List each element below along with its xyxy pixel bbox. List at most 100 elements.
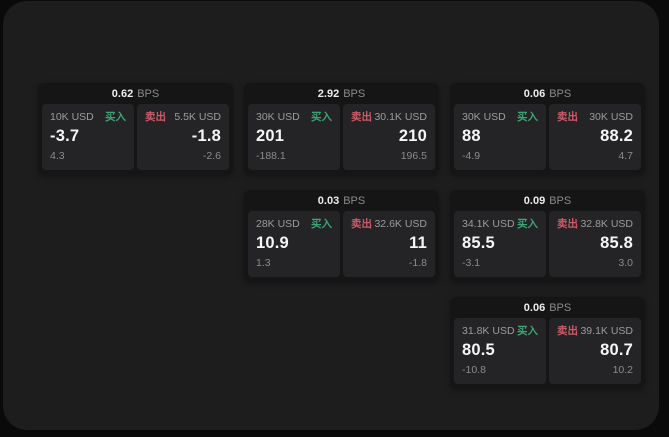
sell-price-tile[interactable]: 卖出 5.5K USD -1.8 -2.6 <box>137 104 229 170</box>
quote-card: 2.92 BPS 30K USD 买入 201 -188.1 卖出 30.1K … <box>244 83 439 174</box>
spread-value: 0.09 <box>523 194 546 207</box>
buy-side-chip: 买入 <box>105 111 126 123</box>
sell-price-tile[interactable]: 卖出 30.1K USD 210 196.5 <box>343 104 435 170</box>
spread-unit: BPS <box>137 87 160 100</box>
sell-side-chip: 卖出 <box>351 111 372 123</box>
sell-size-label: 32.8K USD <box>580 218 633 230</box>
buy-side-chip: 买入 <box>311 218 332 230</box>
buy-side-chip: 买入 <box>311 111 332 123</box>
buy-price: 88 <box>462 127 481 145</box>
buy-tile-header: 10K USD 买入 <box>50 111 126 124</box>
buy-price-tile[interactable]: 30K USD 买入 88 -4.9 <box>454 104 546 170</box>
spread-value: 0.03 <box>317 194 340 207</box>
buy-tile-header: 28K USD 买入 <box>256 218 332 231</box>
buy-size-label: 30K USD <box>462 111 506 123</box>
sell-size-label: 5.5K USD <box>174 111 221 123</box>
sell-tile-header: 卖出 30K USD <box>557 111 633 124</box>
sell-side-chip: 卖出 <box>557 111 578 123</box>
spread-header: 0.09 BPS <box>450 190 645 211</box>
buy-price-tile[interactable]: 34.1K USD 买入 85.5 -3.1 <box>454 211 546 277</box>
buy-price: 85.5 <box>462 234 495 252</box>
buy-size-label: 31.8K USD <box>462 325 515 337</box>
sell-price: 11 <box>409 234 427 252</box>
spread-value: 2.92 <box>317 87 340 100</box>
buy-delta: 4.3 <box>50 150 65 162</box>
sell-size-label: 39.1K USD <box>580 325 633 337</box>
quote-card: 0.03 BPS 28K USD 买入 10.9 1.3 卖出 32.6K US… <box>244 190 439 281</box>
buy-size-label: 10K USD <box>50 111 94 123</box>
buy-delta: -10.8 <box>462 364 486 376</box>
buy-price-tile[interactable]: 31.8K USD 买入 80.5 -10.8 <box>454 318 546 384</box>
spread-unit: BPS <box>549 301 572 314</box>
spread-value: 0.62 <box>111 87 134 100</box>
price-panels: 30K USD 买入 88 -4.9 卖出 30K USD 88.2 4.7 <box>450 104 645 174</box>
sell-side-chip: 卖出 <box>557 218 578 230</box>
buy-price-tile[interactable]: 30K USD 买入 201 -188.1 <box>248 104 340 170</box>
price-panels: 28K USD 买入 10.9 1.3 卖出 32.6K USD 11 -1.8 <box>244 211 439 281</box>
price-panels: 31.8K USD 买入 80.5 -10.8 卖出 39.1K USD 80.… <box>450 318 645 388</box>
spread-unit: BPS <box>343 194 366 207</box>
sell-price-tile[interactable]: 卖出 39.1K USD 80.7 10.2 <box>549 318 641 384</box>
spread-value: 0.06 <box>523 301 546 314</box>
sell-tile-header: 卖出 39.1K USD <box>557 325 633 338</box>
price-panels: 10K USD 买入 -3.7 4.3 卖出 5.5K USD -1.8 -2.… <box>38 104 233 174</box>
sell-delta: -2.6 <box>202 150 221 162</box>
sell-size-label: 30K USD <box>589 111 633 123</box>
sell-side-chip: 卖出 <box>145 111 166 123</box>
sell-size-label: 32.6K USD <box>374 218 427 230</box>
buy-price: 10.9 <box>256 234 289 252</box>
buy-delta: -4.9 <box>462 150 481 162</box>
sell-tile-header: 卖出 5.5K USD <box>145 111 221 124</box>
buy-tile-header: 30K USD 买入 <box>256 111 332 124</box>
sell-price-tile[interactable]: 卖出 32.6K USD 11 -1.8 <box>343 211 435 277</box>
sell-delta: 10.2 <box>612 364 633 376</box>
buy-delta: -188.1 <box>256 150 286 162</box>
sell-delta: 3.0 <box>618 257 633 269</box>
sell-price: 80.7 <box>600 341 633 359</box>
sell-price-tile[interactable]: 卖出 30K USD 88.2 4.7 <box>549 104 641 170</box>
buy-side-chip: 买入 <box>517 111 538 123</box>
sell-price: -1.8 <box>191 127 221 145</box>
buy-price: 80.5 <box>462 341 495 359</box>
spread-unit: BPS <box>343 87 366 100</box>
buy-price: 201 <box>256 127 285 145</box>
spread-header: 0.06 BPS <box>450 83 645 104</box>
sell-price: 85.8 <box>600 234 633 252</box>
buy-price-tile[interactable]: 28K USD 买入 10.9 1.3 <box>248 211 340 277</box>
spread-unit: BPS <box>549 194 572 207</box>
buy-price: -3.7 <box>50 127 80 145</box>
spread-header: 0.03 BPS <box>244 190 439 211</box>
spread-header: 2.92 BPS <box>244 83 439 104</box>
spread-unit: BPS <box>549 87 572 100</box>
sell-tile-header: 卖出 32.6K USD <box>351 218 427 231</box>
sell-delta: 196.5 <box>400 150 427 162</box>
buy-size-label: 34.1K USD <box>462 218 515 230</box>
buy-side-chip: 买入 <box>517 325 538 337</box>
buy-tile-header: 34.1K USD 买入 <box>462 218 538 231</box>
sell-tile-header: 卖出 32.8K USD <box>557 218 633 231</box>
sell-delta: 4.7 <box>618 150 633 162</box>
buy-size-label: 28K USD <box>256 218 300 230</box>
spread-header: 0.62 BPS <box>38 83 233 104</box>
sell-price: 210 <box>398 127 427 145</box>
sell-tile-header: 卖出 30.1K USD <box>351 111 427 124</box>
price-panels: 34.1K USD 买入 85.5 -3.1 卖出 32.8K USD 85.8… <box>450 211 645 281</box>
spread-header: 0.06 BPS <box>450 297 645 318</box>
buy-size-label: 30K USD <box>256 111 300 123</box>
quote-card: 0.62 BPS 10K USD 买入 -3.7 4.3 卖出 5.5K USD… <box>38 83 233 174</box>
buy-tile-header: 31.8K USD 买入 <box>462 325 538 338</box>
sell-price-tile[interactable]: 卖出 32.8K USD 85.8 3.0 <box>549 211 641 277</box>
quote-card: 0.06 BPS 30K USD 买入 88 -4.9 卖出 30K USD 8… <box>450 83 645 174</box>
sell-delta: -1.8 <box>408 257 427 269</box>
app-window: 0.62 BPS 10K USD 买入 -3.7 4.3 卖出 5.5K USD… <box>3 1 659 430</box>
buy-price-tile[interactable]: 10K USD 买入 -3.7 4.3 <box>42 104 134 170</box>
quote-card: 0.06 BPS 31.8K USD 买入 80.5 -10.8 卖出 39.1… <box>450 297 645 388</box>
sell-price: 88.2 <box>600 127 633 145</box>
buy-delta: -3.1 <box>462 257 481 269</box>
buy-tile-header: 30K USD 买入 <box>462 111 538 124</box>
cards-layer: 0.62 BPS 10K USD 买入 -3.7 4.3 卖出 5.5K USD… <box>3 1 659 430</box>
price-panels: 30K USD 买入 201 -188.1 卖出 30.1K USD 210 1… <box>244 104 439 174</box>
sell-side-chip: 卖出 <box>351 218 372 230</box>
sell-size-label: 30.1K USD <box>374 111 427 123</box>
sell-side-chip: 卖出 <box>557 325 578 337</box>
